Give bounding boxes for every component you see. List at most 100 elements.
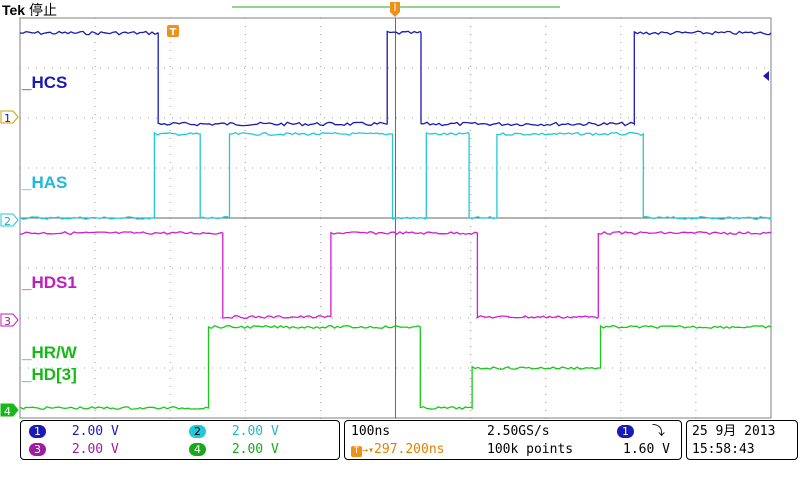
grid-dot <box>140 267 141 269</box>
grid-dot <box>276 67 277 69</box>
ch1-ground-marker[interactable]: 1 <box>0 110 19 125</box>
grid-dot <box>164 317 165 319</box>
grid-dot <box>68 167 69 169</box>
grid-dot <box>92 267 93 269</box>
trigger-level-arrow[interactable] <box>763 71 769 81</box>
ch1-scale-row[interactable]: 1 2.00 V <box>29 424 119 440</box>
grid-dot <box>470 138 472 139</box>
ch3-ground-marker[interactable]: 3 <box>0 313 19 328</box>
grid-dot <box>628 167 629 169</box>
grid-dot <box>748 317 749 319</box>
grid-dot <box>620 402 622 403</box>
grid-dot <box>695 250 697 251</box>
grid-dot <box>470 266 472 267</box>
brand-label: Tek <box>2 2 26 18</box>
grid-dot <box>695 386 697 387</box>
grid-dot <box>36 367 37 369</box>
trigger-source-row[interactable]: 1 ⤵ <box>617 424 665 440</box>
grid-dot <box>604 67 605 69</box>
grid-dot <box>94 234 96 235</box>
grid-dot <box>470 106 472 107</box>
grid-dot <box>470 258 472 259</box>
grid-dot <box>545 210 547 211</box>
grid-dot <box>124 367 125 369</box>
grid-dot <box>268 367 269 369</box>
grid-dot <box>470 290 472 291</box>
grid-dot <box>428 367 429 369</box>
ch4-scale-row[interactable]: 4 2.00 V <box>189 442 279 458</box>
ch3-scale-row[interactable]: 3 2.00 V <box>29 442 119 458</box>
grid-dot <box>684 267 685 269</box>
grid-dot <box>244 114 246 115</box>
grid-dot <box>620 26 622 27</box>
grid-dot <box>364 317 365 319</box>
grid-dot <box>612 317 613 319</box>
trigger-position-row[interactable]: T →▾297.200ns <box>351 442 445 459</box>
grid-dot <box>652 267 653 269</box>
grid-dot <box>470 298 472 299</box>
grid-dot <box>620 418 622 419</box>
ch4-ground-marker[interactable]: 4 <box>0 403 19 418</box>
grid-dot <box>396 317 397 319</box>
grid-dot <box>124 167 125 169</box>
grid-dot <box>380 267 381 269</box>
grid-dot <box>260 267 261 269</box>
grid-dot <box>169 242 171 243</box>
grid-dot <box>545 234 547 235</box>
grid-dot <box>436 67 437 69</box>
grid-dot <box>364 67 365 69</box>
grid-dot <box>524 167 525 169</box>
grid-dot <box>36 167 37 169</box>
grid-dot <box>660 317 661 319</box>
grid-dot <box>319 266 321 267</box>
grid-dot <box>532 317 533 319</box>
grid-dot <box>470 98 472 99</box>
falling-edge-icon: ⤵ <box>651 424 665 439</box>
ch2-scale-row[interactable]: 2 2.00 V <box>189 424 279 440</box>
grid-dot <box>244 226 246 227</box>
grid-dot <box>545 74 547 75</box>
grid-dot <box>545 106 547 107</box>
grid-dot <box>620 274 622 275</box>
grid-dot <box>620 234 622 235</box>
grid-dot <box>470 330 472 331</box>
grid-dot <box>620 226 622 227</box>
grid-dot <box>500 67 501 69</box>
grid-dot <box>604 167 605 169</box>
grid-dot <box>124 267 125 269</box>
grid-dot <box>545 250 547 251</box>
grid-dot <box>94 290 96 291</box>
grid-dot <box>756 267 757 269</box>
grid-dot <box>452 167 453 169</box>
grid-dot <box>620 106 622 107</box>
grid-dot <box>356 117 357 119</box>
time-per-div[interactable]: 100ns <box>351 424 391 439</box>
grid-dot <box>695 274 697 275</box>
grid-dot <box>724 67 725 69</box>
grid-dot <box>292 117 293 119</box>
grid-dot <box>695 370 697 371</box>
grid-dot <box>652 67 653 69</box>
grid-dot <box>628 67 629 69</box>
grid-dot <box>470 370 472 371</box>
trigger-position-marker[interactable]: T <box>167 25 179 38</box>
grid-dot <box>319 170 321 171</box>
grid-dot <box>620 258 622 259</box>
grid-dot <box>695 114 697 115</box>
horizontal-position-marker[interactable] <box>390 2 400 17</box>
grid-dot <box>164 267 165 269</box>
grid-dot <box>52 117 53 119</box>
grid-dot <box>28 117 29 119</box>
grid-dot <box>732 267 733 269</box>
grid-dot <box>692 167 693 169</box>
grid-dot <box>220 117 221 119</box>
grid-dot <box>545 394 547 395</box>
grid-dot <box>319 338 321 339</box>
grid-dot <box>244 34 246 35</box>
ch2-ground-marker[interactable]: 2 <box>0 213 19 228</box>
grid-dot <box>452 267 453 269</box>
grid-dot <box>319 130 321 131</box>
grid-dot <box>169 290 171 291</box>
grid-dot <box>316 67 317 69</box>
grid-dot <box>292 167 293 169</box>
